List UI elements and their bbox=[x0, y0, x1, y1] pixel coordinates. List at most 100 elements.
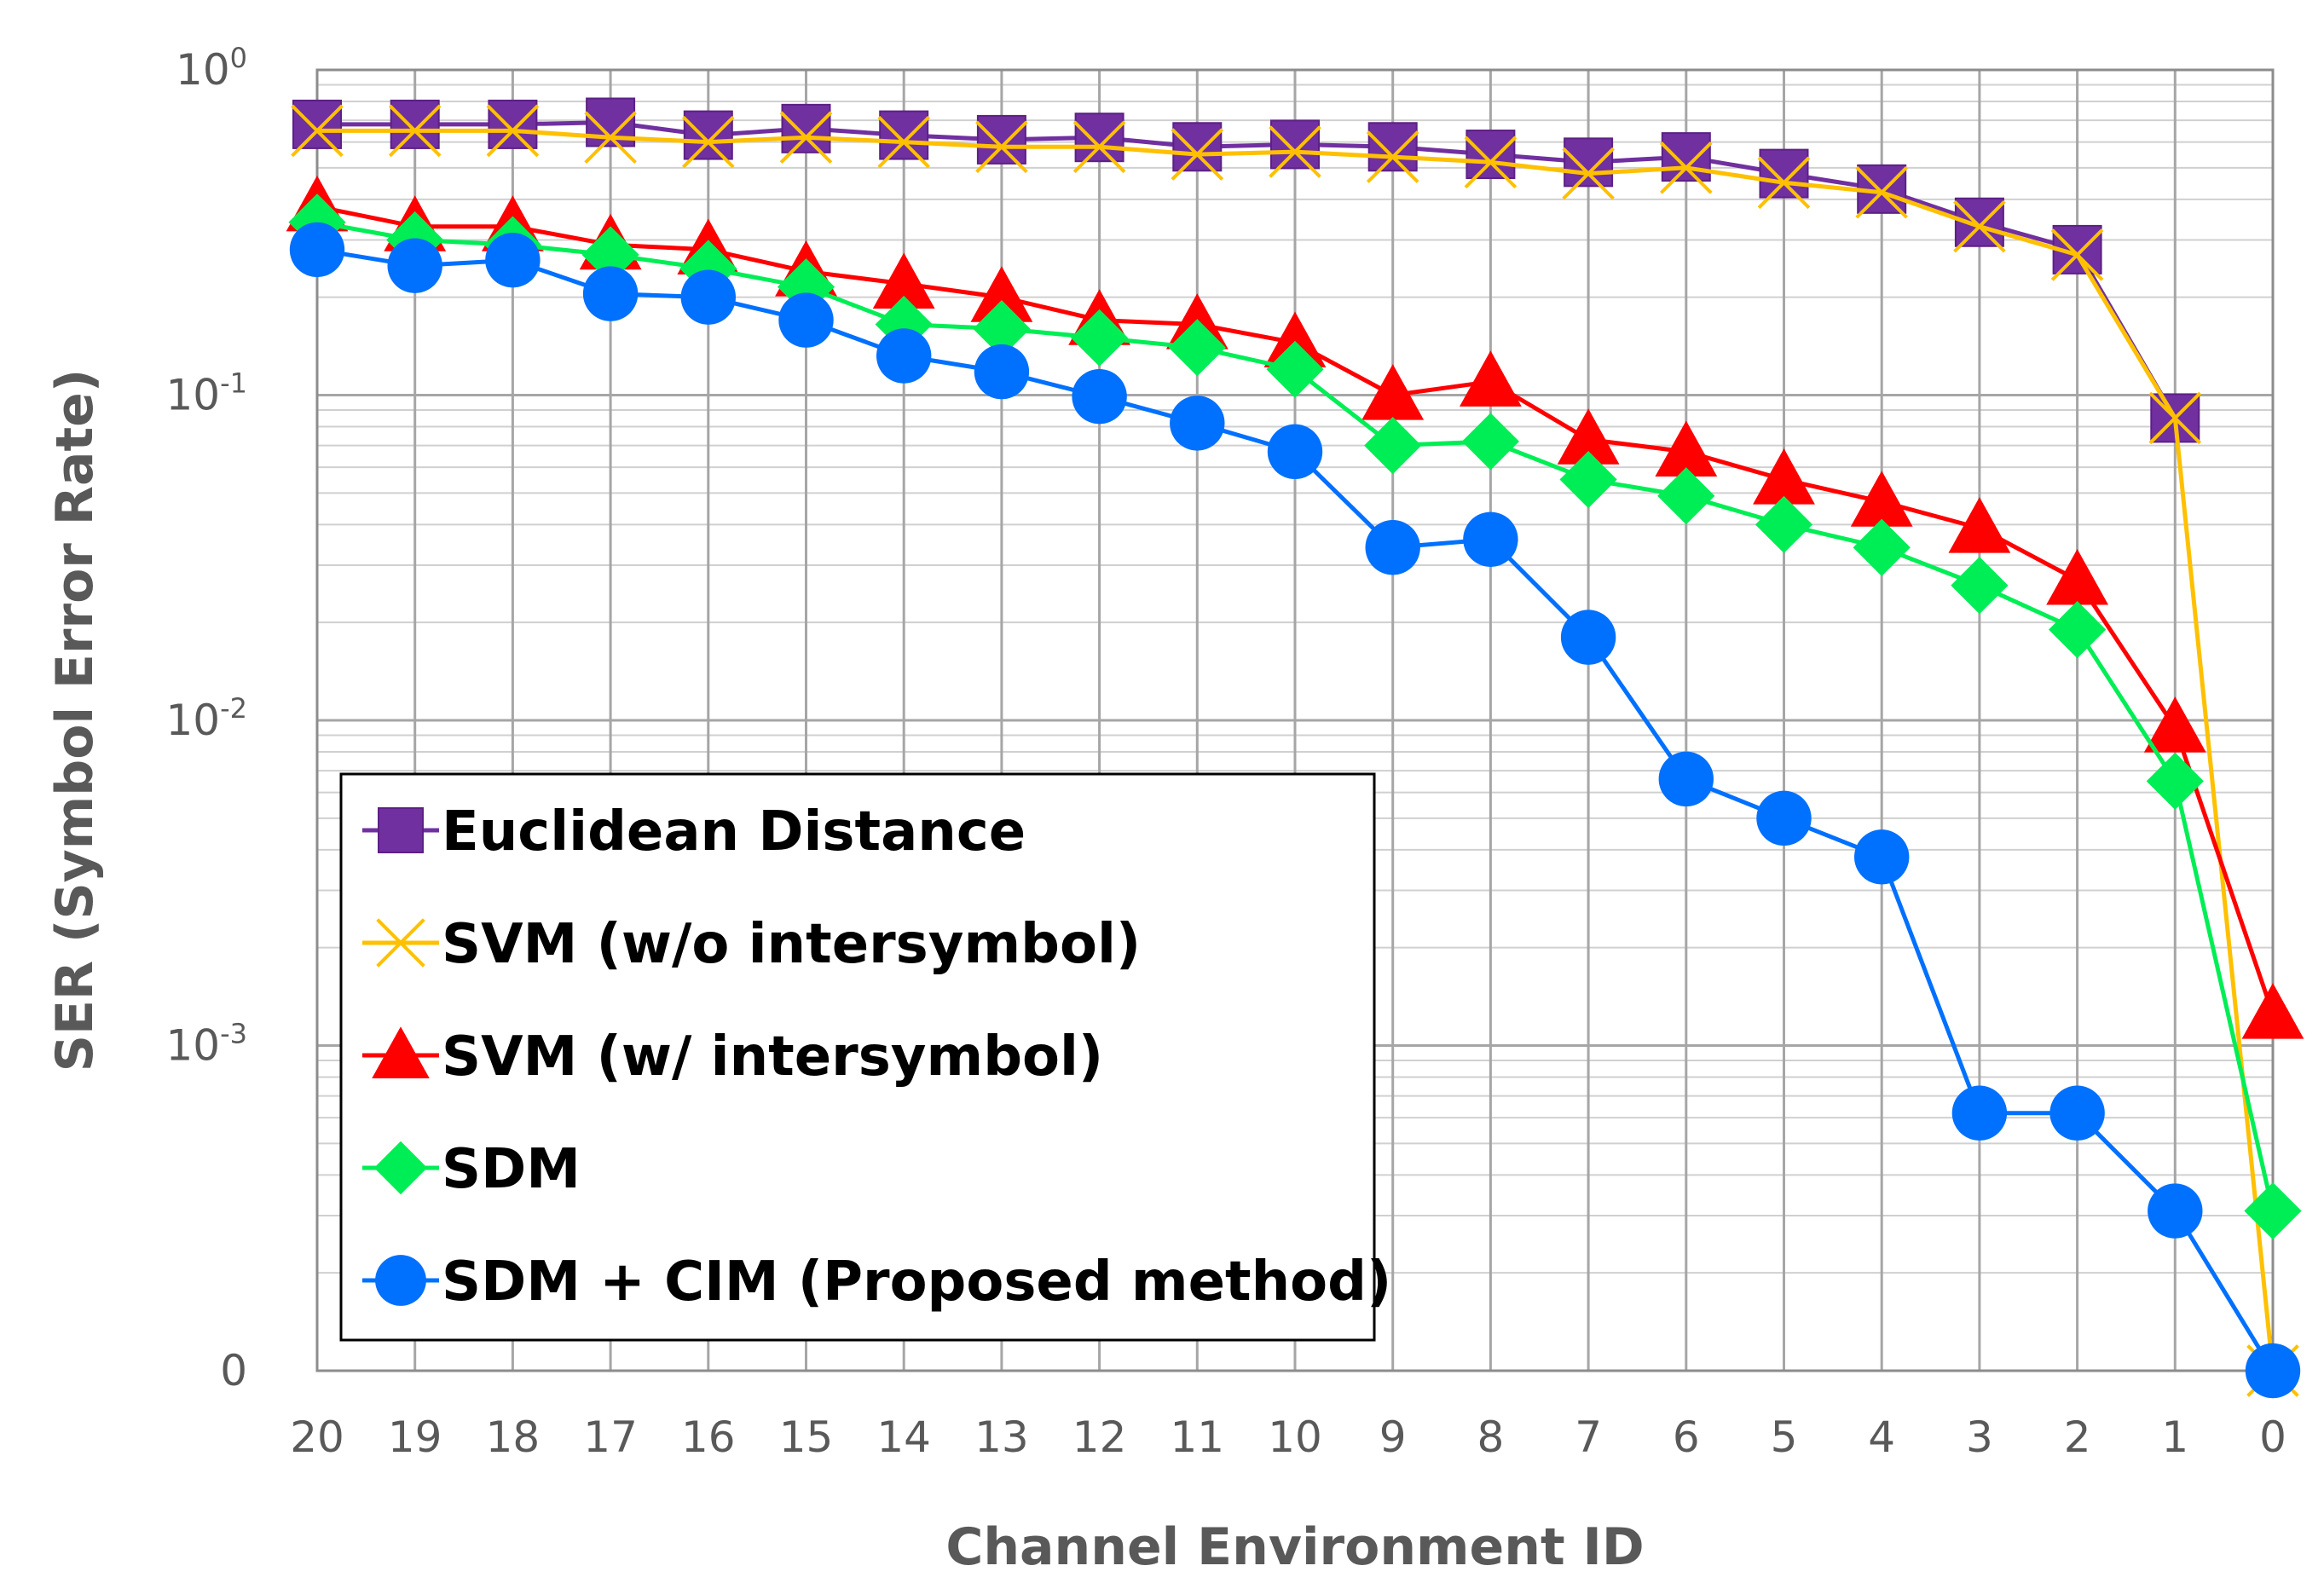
data-point bbox=[1071, 309, 1129, 367]
x-tick-label: 11 bbox=[1170, 1413, 1224, 1462]
data-point bbox=[582, 266, 639, 321]
data-point bbox=[387, 238, 442, 293]
data-point bbox=[1170, 396, 1225, 451]
data-point bbox=[876, 328, 932, 384]
legend-box bbox=[339, 772, 1376, 1342]
data-point bbox=[1951, 557, 2009, 615]
data-point bbox=[485, 232, 541, 288]
data-point bbox=[1753, 448, 1815, 505]
plot-area-border bbox=[315, 68, 2275, 1372]
data-point bbox=[872, 252, 935, 309]
legend-marker bbox=[376, 918, 425, 968]
data-point bbox=[1854, 829, 1910, 885]
legend-marker bbox=[372, 1026, 430, 1079]
x-tick-label: 17 bbox=[583, 1413, 638, 1462]
x-tick-label: 6 bbox=[1673, 1413, 1700, 1462]
x-tick-label: 2 bbox=[2064, 1413, 2091, 1462]
y-tick-label: 100 bbox=[176, 42, 247, 95]
legend-item: SDM bbox=[362, 1138, 581, 1201]
data-point bbox=[292, 99, 342, 149]
x-tick-label: 0 bbox=[2259, 1413, 2286, 1462]
y-axis-title: SER (Symbol Error Rate) bbox=[45, 369, 105, 1072]
data-point bbox=[1074, 113, 1124, 163]
y-tick-label: 10-2 bbox=[165, 692, 247, 745]
data-point bbox=[1460, 350, 1522, 407]
data-point bbox=[1463, 511, 1518, 567]
x-tick-label: 20 bbox=[290, 1413, 344, 1462]
legend-label: SDM bbox=[442, 1138, 581, 1201]
data-point bbox=[2245, 1343, 2301, 1399]
data-point bbox=[1364, 416, 1422, 475]
data-point bbox=[486, 104, 540, 158]
y-tick-label: 10-1 bbox=[165, 367, 247, 420]
axes: 20 19 18 17 16 15 14 13 12 11 10 9 8 7 6 5 4 3 2 1 010010-11… bbox=[45, 42, 2286, 1577]
series-4 bbox=[289, 222, 2301, 1399]
data-point bbox=[2049, 601, 2107, 659]
data-point bbox=[683, 110, 733, 160]
data-point bbox=[1361, 364, 1425, 420]
data-point bbox=[2146, 752, 2204, 810]
data-point bbox=[1757, 156, 1811, 210]
data-point bbox=[778, 292, 834, 348]
data-point bbox=[1855, 165, 1909, 219]
legend: Euclidean Distance SVM (w/o intersymbol) S… bbox=[339, 772, 1391, 1342]
data-point bbox=[1756, 790, 1812, 846]
legend-label: SVM (w/ intersymbol) bbox=[442, 1025, 1103, 1089]
x-tick-label: 1 bbox=[2161, 1413, 2188, 1462]
data-point bbox=[1466, 130, 1516, 180]
data-point bbox=[581, 226, 639, 284]
x-tick-label: 18 bbox=[486, 1413, 541, 1462]
legend-item: SDM + CIM (Proposed method) bbox=[362, 1251, 1391, 1314]
data-point bbox=[1366, 130, 1419, 183]
data-point bbox=[1171, 128, 1224, 181]
data-point bbox=[1072, 368, 1127, 425]
y-tick-label: 10-3 bbox=[165, 1018, 247, 1071]
data-point bbox=[1367, 122, 1418, 172]
data-point bbox=[970, 266, 1033, 322]
data-point bbox=[1464, 136, 1518, 189]
data-point bbox=[877, 115, 931, 169]
legend-marker bbox=[378, 807, 424, 853]
series-0 bbox=[292, 97, 2200, 443]
data-point bbox=[1172, 122, 1223, 172]
data-point bbox=[1951, 1085, 2008, 1141]
data-point bbox=[2244, 1181, 2302, 1240]
x-tick-label: 16 bbox=[681, 1413, 736, 1462]
legend-item: Euclidean Distance bbox=[362, 800, 1026, 864]
y-tick-label: 0 bbox=[220, 1346, 247, 1395]
legend-marker bbox=[373, 1141, 428, 1195]
x-axis-title: Channel Environment ID bbox=[945, 1517, 1644, 1577]
data-point bbox=[2148, 1183, 2203, 1239]
data-point bbox=[291, 104, 344, 158]
data-point bbox=[388, 104, 442, 158]
data-point bbox=[879, 110, 929, 160]
x-tick-label: 14 bbox=[876, 1413, 931, 1462]
data-point bbox=[1266, 340, 1324, 398]
data-point bbox=[1072, 120, 1126, 174]
x-tick-label: 19 bbox=[388, 1413, 442, 1462]
series-1 bbox=[291, 104, 2299, 1397]
data-point bbox=[1263, 311, 1327, 368]
data-point bbox=[1655, 420, 1718, 477]
x-tick-label: 8 bbox=[1477, 1413, 1504, 1462]
data-point bbox=[1270, 119, 1320, 170]
x-tick-label: 12 bbox=[1072, 1413, 1127, 1462]
data-point bbox=[779, 111, 833, 165]
data-point bbox=[1948, 497, 2011, 553]
data-point bbox=[390, 99, 440, 149]
x-tick-label: 3 bbox=[1966, 1413, 1993, 1462]
data-point bbox=[680, 269, 736, 325]
legend-item: SVM (w/ intersymbol) bbox=[362, 1025, 1103, 1089]
data-point bbox=[973, 300, 1031, 358]
data-point bbox=[1657, 467, 1715, 525]
data-point bbox=[2046, 549, 2108, 605]
x-tick-label: 5 bbox=[1771, 1413, 1798, 1462]
data-point bbox=[2148, 391, 2202, 445]
data-point bbox=[1755, 495, 1813, 553]
legend-label: SDM + CIM (Proposed method) bbox=[442, 1251, 1391, 1314]
data-point bbox=[1850, 471, 1913, 527]
data-point bbox=[1559, 450, 1617, 509]
data-point bbox=[1953, 199, 2006, 253]
data-point bbox=[1557, 408, 1620, 465]
